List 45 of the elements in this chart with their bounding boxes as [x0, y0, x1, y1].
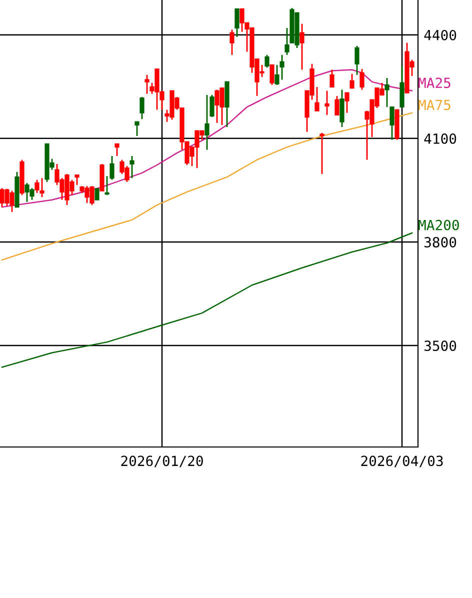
- candlestick: [94, 187, 100, 201]
- y-tick-label: 4100: [424, 133, 456, 144]
- candlestick: [114, 143, 120, 157]
- candlestick: [314, 86, 320, 112]
- candlestick: [340, 89, 344, 128]
- series-label: MA75: [418, 100, 450, 110]
- x-tick-label: 2026/01/20: [121, 456, 203, 468]
- line-series: [1, 232, 413, 368]
- y-tick-label: 3800: [424, 236, 456, 248]
- candlestick: [354, 45, 360, 76]
- candlestick: [40, 177, 44, 198]
- line-series: [1, 112, 413, 261]
- candlestick: [280, 54, 284, 80]
- candlestick: [34, 179, 40, 194]
- candlestick: [324, 90, 330, 116]
- line-series: [1, 69, 413, 208]
- candlestick: [110, 155, 114, 181]
- candlestick: [384, 77, 390, 108]
- candlestick: [350, 73, 354, 89]
- candlestick: [300, 23, 304, 70]
- candlestick: [204, 94, 210, 150]
- candlestick: [284, 27, 290, 56]
- series-label: MA200: [418, 220, 459, 230]
- candlestick: [320, 132, 324, 175]
- candlestick: [144, 74, 150, 95]
- candlestick: [270, 64, 274, 86]
- candlestick: [390, 106, 394, 140]
- series-label: MA25: [418, 78, 450, 88]
- candlestick: [230, 28, 234, 56]
- candlestick: [140, 96, 144, 120]
- candlestick: [334, 95, 340, 116]
- candlestick: [344, 92, 350, 114]
- candlestick: [234, 8, 240, 38]
- candlestick: [264, 54, 270, 68]
- candlestick: [134, 121, 140, 137]
- candlestick: [360, 68, 364, 90]
- x-tick-label: 2026/04/03: [361, 456, 443, 468]
- candlestick: [330, 69, 334, 88]
- candlestick: [104, 175, 110, 196]
- y-tick-label: 4400: [424, 30, 456, 40]
- candlestick: [274, 64, 280, 86]
- candlestick: [210, 94, 214, 118]
- candlestick: [74, 174, 80, 186]
- candlestick: [130, 155, 134, 179]
- y-tick-label: 3500: [424, 340, 456, 352]
